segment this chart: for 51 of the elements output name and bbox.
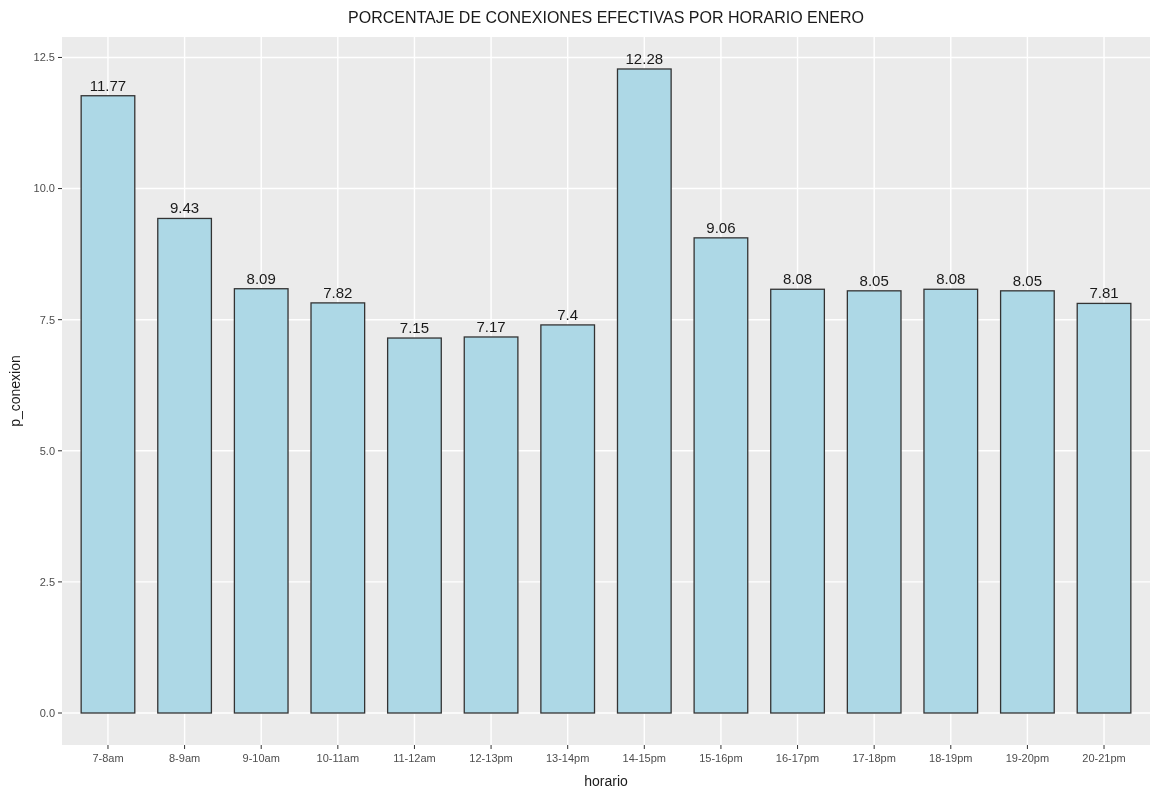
x-tick-label: 7-8am [92,752,124,764]
data-label: 8.08 [936,270,966,288]
data-label: 8.05 [1012,271,1043,289]
x-tick-label: 10-11am [316,752,360,764]
data-label: 8.09 [246,269,276,287]
bar [846,290,902,714]
bar [693,237,749,714]
x-tick-label: 16-17pm [775,752,820,764]
y-tick-label: 5.0 [39,444,55,457]
x-tick-label: 12-13pm [469,752,513,764]
y-axis-title: p_conexion [7,355,23,427]
data-label: 12.28 [625,49,664,67]
x-tick-label: 15-16pm [699,752,743,764]
chart-title: PORCENTAJE DE CONEXIONES EFECTIVAS POR HORARIO ENERO [348,9,864,26]
bar [770,288,826,714]
data-label: 7.81 [1089,284,1119,302]
bar [233,288,289,714]
data-label: 8.05 [859,271,889,289]
bar [999,290,1055,714]
x-tick-label: 17-18pm [852,752,896,764]
x-tick-label: 11-12am [393,752,436,764]
data-label: 9.43 [169,199,200,217]
x-tick-label: 18-19pm [929,752,973,764]
bar [80,95,136,714]
x-axis-title: horario [584,773,628,789]
y-tick-label: 2.5 [39,575,55,588]
data-label: 7.15 [399,319,430,337]
y-tick-label: 12.5 [33,51,55,64]
bar [463,336,519,714]
x-tick-label: 9-10am [242,752,280,764]
y-tick-label: 10.0 [33,182,55,195]
data-label: 11.77 [89,76,127,94]
x-tick-label: 20-21pm [1082,752,1126,764]
bar [1076,302,1132,714]
data-label: 9.06 [706,218,736,236]
bar [616,68,672,714]
data-label: 7.17 [476,317,506,335]
x-tick-label: 13-14pm [545,752,590,764]
y-tick-label: 0.0 [39,706,55,719]
bar [386,337,442,714]
data-label: 7.4 [557,305,579,323]
y-tick-label: 7.5 [39,313,55,326]
data-label: 8.08 [782,270,813,288]
x-tick-label: 14-15pm [622,752,667,764]
data-label: 7.82 [323,283,353,301]
bar [923,288,979,714]
bar [310,302,366,714]
bar [157,217,213,714]
bar [540,324,596,714]
x-tick-label: 19-20pm [1005,752,1050,764]
x-tick-label: 8-9am [169,752,201,764]
